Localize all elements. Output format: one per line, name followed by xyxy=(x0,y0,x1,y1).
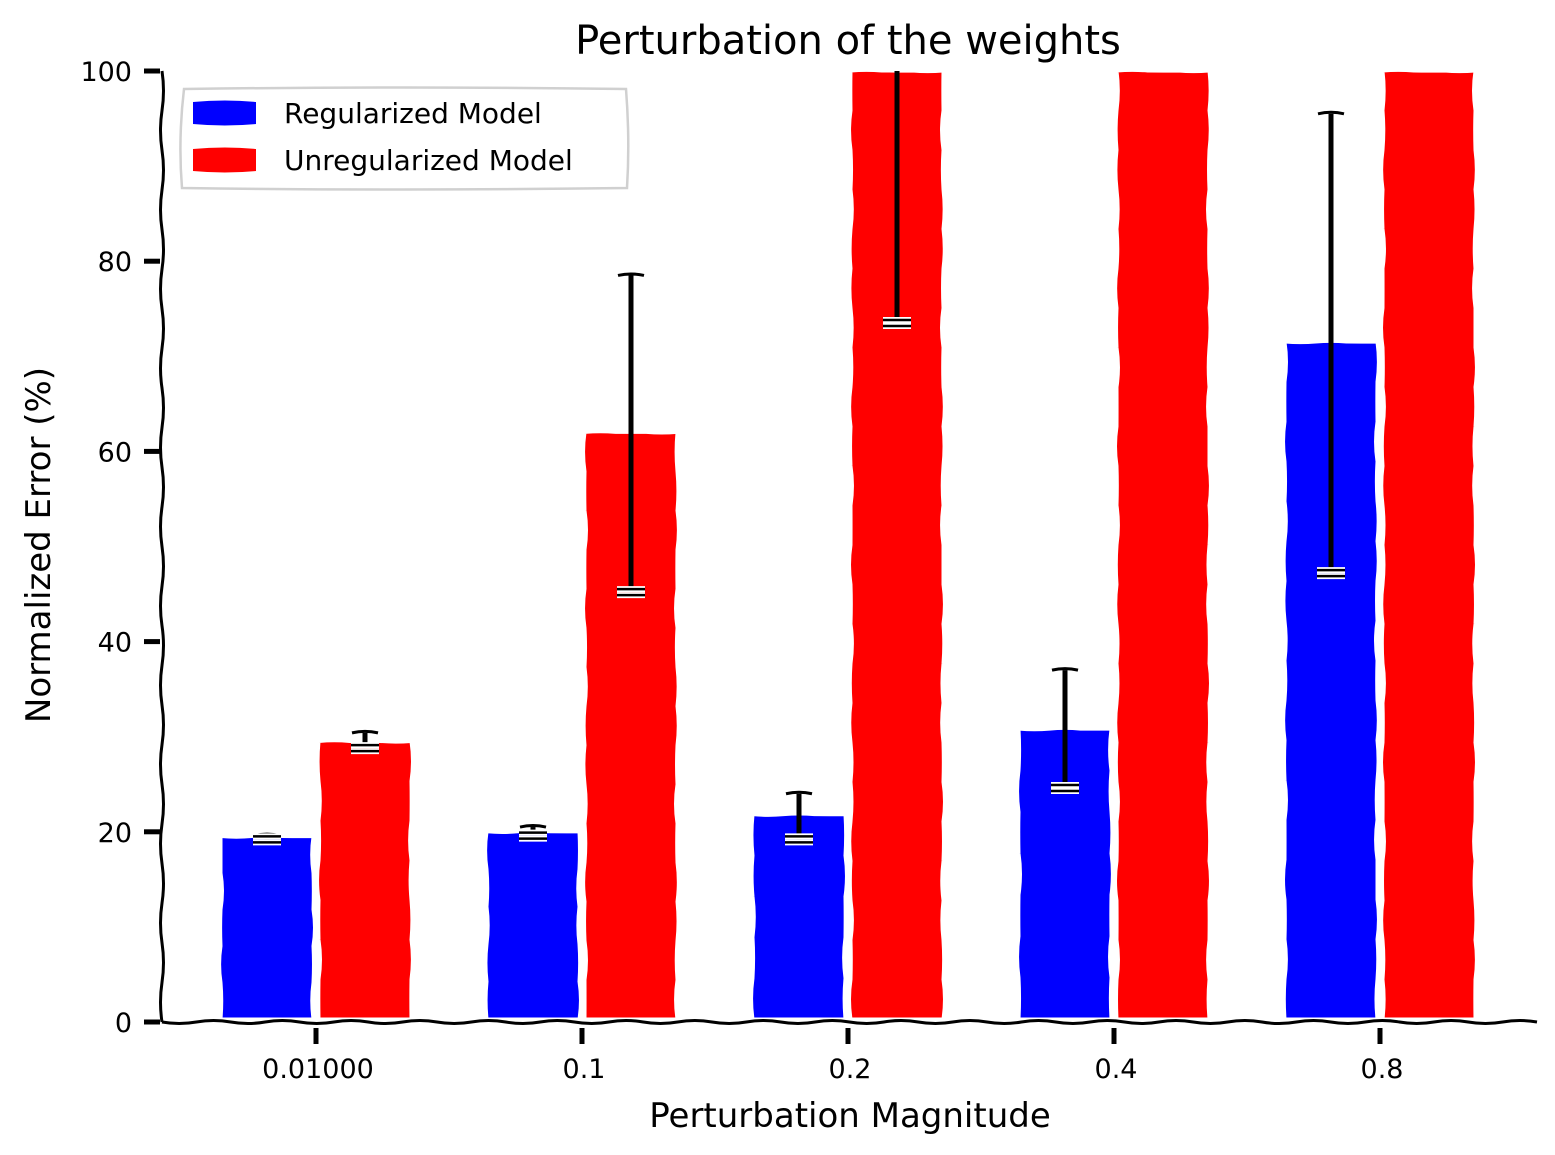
errorbar-unregularized-1-cap-top xyxy=(617,272,645,277)
y-tick-label-60: 60 xyxy=(98,437,132,468)
y-axis-label: Normalized Error (%) xyxy=(19,367,59,723)
bar-unregularized-3 xyxy=(1114,68,1212,1021)
errorbar-unregularized-1-cap-top-halo xyxy=(617,269,645,276)
x-tick-label-3: 0.4 xyxy=(1095,1054,1138,1085)
errorbar-regularized-2-cap-top-halo xyxy=(785,787,813,795)
legend-swatch-0 xyxy=(193,100,256,126)
errorbar-regularized-0-cap-top-halo xyxy=(253,829,281,837)
y-tick-label-0: 0 xyxy=(115,1008,132,1039)
y-tick-label-40: 40 xyxy=(98,628,132,659)
errorbars-layer xyxy=(253,71,1345,846)
x-tick-label-4: 0.8 xyxy=(1361,1054,1404,1085)
legend: Regularized Model Unregularized Model xyxy=(179,86,630,191)
legend-swatch-1 xyxy=(193,147,256,173)
y-tick-label-100: 100 xyxy=(80,57,132,88)
y-tick-label-20: 20 xyxy=(98,818,132,849)
y-tick-label-80: 80 xyxy=(98,247,132,278)
x-tick-label-0: 0.01000 xyxy=(262,1054,374,1085)
bar-regularized-0 xyxy=(218,834,316,1021)
chart-title: Perturbation of the weights xyxy=(575,18,1121,64)
bars-layer xyxy=(218,68,1478,1021)
axes-layer: 0 20 40 60 80 100 0.01000 0.1 0.2 0.4 0.8 xyxy=(80,57,1538,1085)
errorbar-regularized-4-cap-top-halo xyxy=(1317,107,1345,115)
errorbar-regularized-3-cap-top-halo xyxy=(1051,664,1079,671)
errorbar-regularized-3-cap-top xyxy=(1051,667,1079,672)
legend-box xyxy=(179,86,630,191)
x-axis-label: Perturbation Magnitude xyxy=(649,1096,1051,1136)
x-axis-spine xyxy=(161,1019,1538,1025)
legend-label-0: Regularized Model xyxy=(284,97,542,130)
legend-label-1: Unregularized Model xyxy=(284,144,573,177)
bar-unregularized-4 xyxy=(1380,68,1478,1021)
errorbar-unregularized-0-cap-top xyxy=(351,729,379,735)
errorbar-regularized-4-cap-top xyxy=(1317,110,1345,116)
errorbar-unregularized-0-cap-top-halo xyxy=(351,726,379,734)
x-tick-label-1: 0.1 xyxy=(563,1054,606,1085)
bar-regularized-1 xyxy=(484,829,582,1021)
errorbar-regularized-2-cap-top xyxy=(785,790,813,796)
y-axis-spine xyxy=(159,70,165,1023)
bar-unregularized-0 xyxy=(316,739,414,1021)
x-tick-label-2: 0.2 xyxy=(829,1054,872,1085)
errorbar-regularized-1-cap-top xyxy=(519,824,547,829)
errorbar-regularized-1-cap-top-halo xyxy=(519,821,547,828)
